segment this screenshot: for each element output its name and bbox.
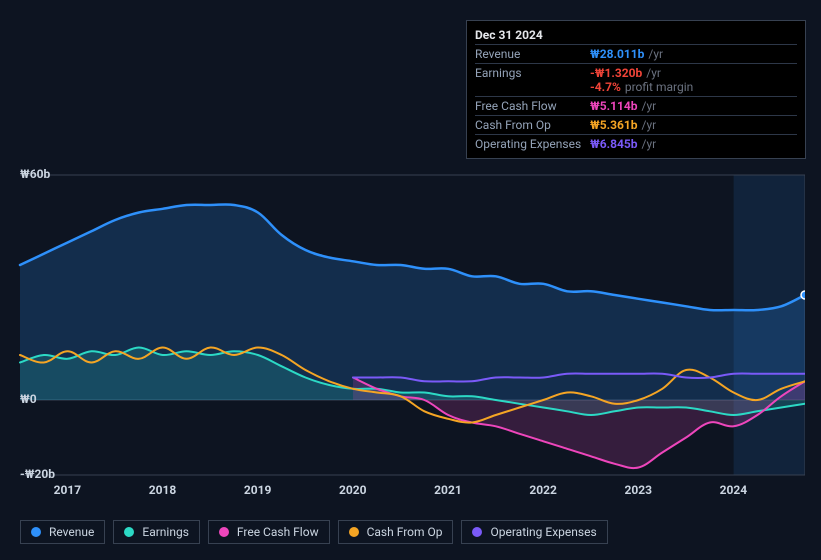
tooltip-date: Dec 31 2024 bbox=[475, 28, 543, 42]
y-axis-label: ₩60b bbox=[20, 167, 50, 181]
x-axis-label: 2024 bbox=[720, 483, 748, 497]
legend-item-opex[interactable]: Operating Expenses bbox=[461, 520, 607, 544]
tooltip-value: ₩28.011b bbox=[590, 47, 644, 61]
tooltip-row-cfo: Cash From Op ₩5.361b /yr bbox=[475, 115, 797, 134]
tooltip-suffix: /yr bbox=[646, 66, 661, 80]
tooltip-label: Revenue bbox=[475, 47, 590, 61]
tooltip-value: ₩5.114b bbox=[590, 99, 638, 113]
x-axis-label: 2022 bbox=[529, 483, 557, 497]
legend-swatch bbox=[124, 527, 134, 537]
x-axis-label: 2020 bbox=[339, 483, 367, 497]
chart-area[interactable]: ₩60b ₩0 -₩20b 2017 2018 2019 2020 2021 2022 2023 2… bbox=[15, 160, 805, 510]
tooltip-suffix: /yr bbox=[642, 99, 657, 113]
tooltip-suffix: /yr bbox=[642, 137, 657, 151]
x-axis-label: 2017 bbox=[54, 483, 82, 497]
tooltip-date-row: Dec 31 2024 bbox=[475, 26, 797, 44]
tooltip-extra-value: -4.7% bbox=[590, 80, 621, 94]
tooltip-label: Earnings bbox=[475, 66, 590, 80]
tooltip-row-fcf: Free Cash Flow ₩5.114b /yr bbox=[475, 96, 797, 115]
tooltip-row-earnings: Earnings -₩1.320b /yr -4.7% profit margi… bbox=[475, 63, 797, 96]
legend-item-revenue[interactable]: Revenue bbox=[20, 520, 105, 544]
legend-label: Revenue bbox=[49, 525, 94, 539]
legend-label: Earnings bbox=[142, 525, 189, 539]
tooltip-label: Cash From Op bbox=[475, 118, 590, 132]
legend-label: Cash From Op bbox=[367, 525, 443, 539]
legend-label: Operating Expenses bbox=[490, 525, 596, 539]
x-axis-label: 2019 bbox=[244, 483, 272, 497]
tooltip-extra-text: profit margin bbox=[625, 80, 693, 94]
y-axis-label: -₩20b bbox=[20, 467, 55, 481]
legend-swatch bbox=[31, 527, 41, 537]
tooltip-value: -₩1.320b bbox=[590, 66, 642, 80]
legend-swatch bbox=[219, 527, 229, 537]
chart-tooltip: Dec 31 2024 Revenue ₩28.011b /yr Earning… bbox=[466, 20, 806, 159]
tooltip-suffix: /yr bbox=[642, 118, 657, 132]
tooltip-value: ₩6.845b bbox=[590, 137, 638, 151]
x-axis-label: 2018 bbox=[149, 483, 177, 497]
y-axis-label: ₩0 bbox=[20, 392, 37, 406]
tooltip-row-revenue: Revenue ₩28.011b /yr bbox=[475, 44, 797, 63]
legend-item-earnings[interactable]: Earnings bbox=[113, 520, 200, 544]
tooltip-label: Free Cash Flow bbox=[475, 99, 590, 113]
chart-legend: Revenue Earnings Free Cash Flow Cash Fro… bbox=[20, 520, 608, 544]
financial-chart-svg bbox=[15, 160, 805, 510]
x-axis-label: 2021 bbox=[434, 483, 462, 497]
tooltip-row-opex: Operating Expenses ₩6.845b /yr bbox=[475, 134, 797, 153]
tooltip-value: ₩5.361b bbox=[590, 118, 638, 132]
tooltip-label: Operating Expenses bbox=[475, 137, 590, 151]
x-axis-label: 2023 bbox=[624, 483, 652, 497]
legend-swatch bbox=[472, 527, 482, 537]
legend-item-cfo[interactable]: Cash From Op bbox=[338, 520, 454, 544]
tooltip-suffix: /yr bbox=[648, 47, 663, 61]
legend-item-fcf[interactable]: Free Cash Flow bbox=[208, 520, 330, 544]
legend-label: Free Cash Flow bbox=[237, 525, 319, 539]
legend-swatch bbox=[349, 527, 359, 537]
